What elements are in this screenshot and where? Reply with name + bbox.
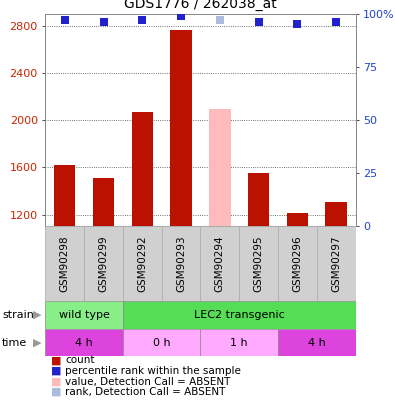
Text: GSM90297: GSM90297: [331, 236, 341, 292]
Text: GSM90293: GSM90293: [176, 236, 186, 292]
Text: 4 h: 4 h: [75, 338, 93, 347]
Bar: [45, 301, 123, 329]
Bar: [45, 329, 123, 356]
Bar: [123, 226, 162, 301]
Text: GSM90295: GSM90295: [254, 236, 263, 292]
Bar: [325, 202, 347, 226]
Text: ▶: ▶: [33, 310, 41, 320]
Bar: [287, 213, 308, 226]
Bar: [239, 226, 278, 301]
Text: GSM90292: GSM90292: [137, 236, 147, 292]
Text: wild type: wild type: [59, 310, 110, 320]
Bar: [162, 226, 201, 301]
Bar: [209, 109, 231, 226]
Bar: [45, 226, 84, 301]
Text: ■: ■: [51, 356, 62, 365]
Text: GSM90294: GSM90294: [215, 236, 225, 292]
Text: ■: ■: [51, 366, 62, 376]
Text: count: count: [65, 356, 95, 365]
Bar: [170, 30, 192, 226]
Bar: [201, 226, 239, 301]
Bar: [123, 329, 200, 356]
Text: GSM90298: GSM90298: [60, 236, 70, 292]
Bar: [54, 165, 75, 226]
Text: time: time: [2, 338, 27, 347]
Bar: [278, 226, 317, 301]
Text: GSM90299: GSM90299: [99, 236, 109, 292]
Text: percentile rank within the sample: percentile rank within the sample: [65, 366, 241, 376]
Title: GDS1776 / 262038_at: GDS1776 / 262038_at: [124, 0, 277, 11]
Bar: [248, 173, 269, 226]
Text: LEC2 transgenic: LEC2 transgenic: [194, 310, 284, 320]
Text: strain: strain: [2, 310, 34, 320]
Text: value, Detection Call = ABSENT: value, Detection Call = ABSENT: [65, 377, 231, 386]
Bar: [132, 112, 153, 226]
Text: rank, Detection Call = ABSENT: rank, Detection Call = ABSENT: [65, 387, 226, 397]
Text: 4 h: 4 h: [308, 338, 325, 347]
Text: 0 h: 0 h: [153, 338, 171, 347]
Bar: [93, 178, 114, 226]
Text: ▶: ▶: [33, 338, 41, 347]
Bar: [123, 301, 356, 329]
Bar: [278, 329, 356, 356]
Text: GSM90296: GSM90296: [292, 236, 302, 292]
Text: ■: ■: [51, 377, 62, 386]
Bar: [84, 226, 123, 301]
Bar: [317, 226, 356, 301]
Text: 1 h: 1 h: [230, 338, 248, 347]
Bar: [201, 329, 278, 356]
Text: ■: ■: [51, 387, 62, 397]
